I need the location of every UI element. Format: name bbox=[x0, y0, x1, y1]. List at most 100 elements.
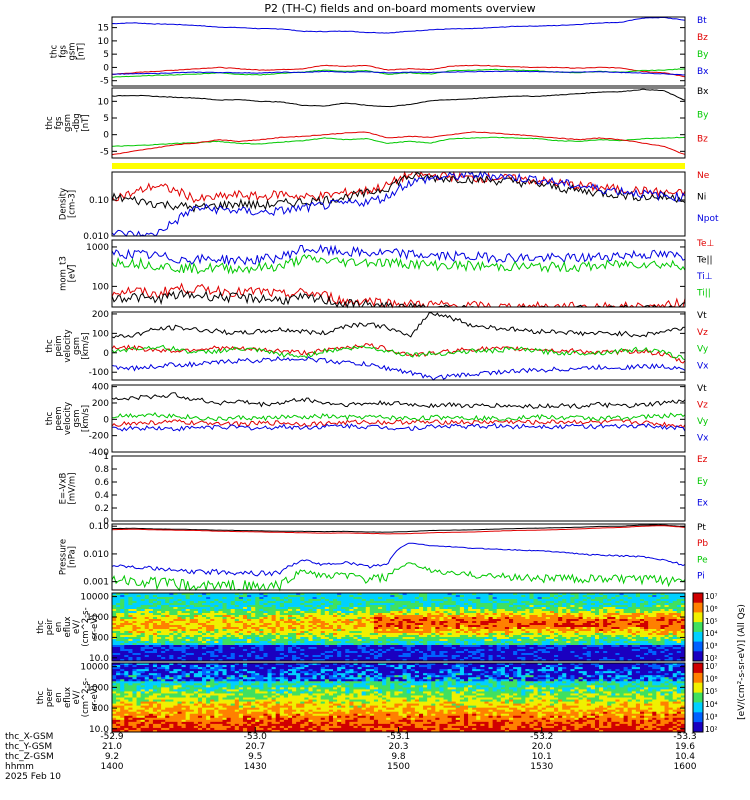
heatmap-cell bbox=[414, 621, 420, 624]
heatmap-cell bbox=[521, 601, 526, 604]
heatmap-cell bbox=[271, 647, 277, 650]
heatmap-cell bbox=[349, 647, 354, 650]
heatmap-cell bbox=[210, 655, 215, 658]
heatmap-cell bbox=[623, 653, 629, 656]
heatmap-cell bbox=[165, 653, 170, 656]
heatmap-cell bbox=[529, 627, 534, 630]
heatmap-cell bbox=[509, 651, 514, 654]
heatmap-cell bbox=[349, 635, 354, 638]
heatmap-cell bbox=[382, 655, 387, 658]
heatmap-cell bbox=[541, 617, 547, 620]
heatmap-cell bbox=[513, 627, 518, 630]
heatmap-cell bbox=[263, 619, 268, 622]
heatmap-cell bbox=[480, 645, 485, 648]
heatmap-cell bbox=[570, 605, 575, 608]
heatmap-cell bbox=[660, 623, 665, 626]
heatmap-cell bbox=[390, 599, 395, 602]
heatmap-cell bbox=[214, 623, 219, 626]
heatmap-cell bbox=[509, 633, 514, 636]
heatmap-cell bbox=[279, 613, 285, 616]
heatmap-cell bbox=[202, 655, 207, 658]
heatmap-cell bbox=[238, 639, 244, 642]
heatmap-cell bbox=[590, 645, 596, 648]
heatmap-cell bbox=[644, 619, 649, 622]
heatmap-cell bbox=[316, 595, 322, 598]
heatmap-cell bbox=[292, 659, 297, 662]
heatmap-cell bbox=[599, 611, 604, 614]
heatmap-cell bbox=[648, 605, 653, 608]
heatmap-cell bbox=[324, 649, 330, 652]
heatmap-cell bbox=[558, 595, 563, 598]
heatmap-cell bbox=[603, 635, 608, 638]
heatmap-cell bbox=[615, 641, 620, 644]
heatmap-cell bbox=[603, 643, 608, 646]
heatmap-cell bbox=[468, 659, 473, 662]
heatmap-cell bbox=[312, 605, 318, 608]
heatmap-cell bbox=[173, 623, 178, 626]
heatmap-cell bbox=[152, 611, 158, 614]
heatmap-cell bbox=[255, 639, 260, 642]
heatmap-cell bbox=[652, 655, 657, 658]
heatmap-cell bbox=[152, 657, 158, 660]
heatmap-cell bbox=[230, 629, 236, 632]
heatmap-cell bbox=[521, 643, 526, 646]
heatmap-cell bbox=[611, 635, 616, 638]
heatmap-cell bbox=[504, 605, 510, 608]
heatmap-cell bbox=[635, 659, 641, 662]
heatmap-cell bbox=[165, 603, 170, 606]
ylabel-line: fgs bbox=[59, 45, 69, 58]
heatmap-cell bbox=[451, 601, 457, 604]
heatmap-cell bbox=[128, 611, 133, 614]
heatmap-cell bbox=[496, 601, 502, 604]
heatmap-cell bbox=[120, 595, 125, 598]
heatmap-cell bbox=[120, 649, 125, 652]
heatmap-cell bbox=[316, 639, 322, 642]
heatmap-cell bbox=[120, 631, 125, 634]
heatmap-cell bbox=[181, 637, 187, 640]
heatmap-cell bbox=[668, 633, 674, 636]
heatmap-cell bbox=[210, 597, 215, 600]
heatmap-cell bbox=[120, 603, 125, 606]
heatmap-cell bbox=[590, 597, 596, 600]
heatmap-cell bbox=[234, 597, 240, 600]
heatmap-cell bbox=[255, 593, 260, 596]
heatmap-cell bbox=[251, 655, 256, 658]
heatmap-cell bbox=[140, 609, 146, 612]
heatmap-cell bbox=[586, 651, 592, 654]
heatmap-cell bbox=[603, 621, 608, 624]
heatmap-cell bbox=[206, 595, 211, 598]
heatmap-cell bbox=[230, 625, 236, 628]
heatmap-cell bbox=[242, 595, 248, 598]
heatmap-cell bbox=[668, 619, 674, 622]
heatmap-cell bbox=[247, 613, 252, 616]
heatmap-cell bbox=[304, 621, 309, 624]
heatmap-cell bbox=[603, 611, 608, 614]
heatmap-cell bbox=[148, 607, 154, 610]
heatmap-cell bbox=[161, 609, 166, 612]
heatmap-cell bbox=[472, 611, 477, 614]
heatmap-cell bbox=[656, 603, 661, 606]
heatmap-cell bbox=[418, 625, 424, 628]
heatmap-cell bbox=[349, 615, 354, 618]
heatmap-cell bbox=[263, 623, 268, 626]
heatmap-cell bbox=[373, 603, 379, 606]
heatmap-cell bbox=[112, 625, 117, 628]
heatmap-cell bbox=[357, 603, 363, 606]
heatmap-cell bbox=[206, 603, 211, 606]
heatmap-cell bbox=[369, 629, 375, 632]
heatmap-cell bbox=[202, 633, 207, 636]
heatmap-cell bbox=[418, 633, 424, 636]
heatmap-cell bbox=[193, 613, 199, 616]
heatmap-cell bbox=[271, 631, 277, 634]
heatmap-cell bbox=[578, 625, 584, 628]
heatmap-cell bbox=[529, 631, 534, 634]
heatmap-cell bbox=[361, 611, 367, 614]
heatmap-cell bbox=[337, 639, 342, 642]
heatmap-cell bbox=[582, 647, 588, 650]
heatmap-cell bbox=[308, 657, 313, 660]
heatmap-cell bbox=[578, 647, 584, 650]
heatmap-cell bbox=[554, 609, 559, 612]
ytick-label-efield-1: 0.8 bbox=[95, 465, 110, 475]
heatmap-cell bbox=[116, 635, 121, 638]
heatmap-cell bbox=[382, 621, 387, 624]
